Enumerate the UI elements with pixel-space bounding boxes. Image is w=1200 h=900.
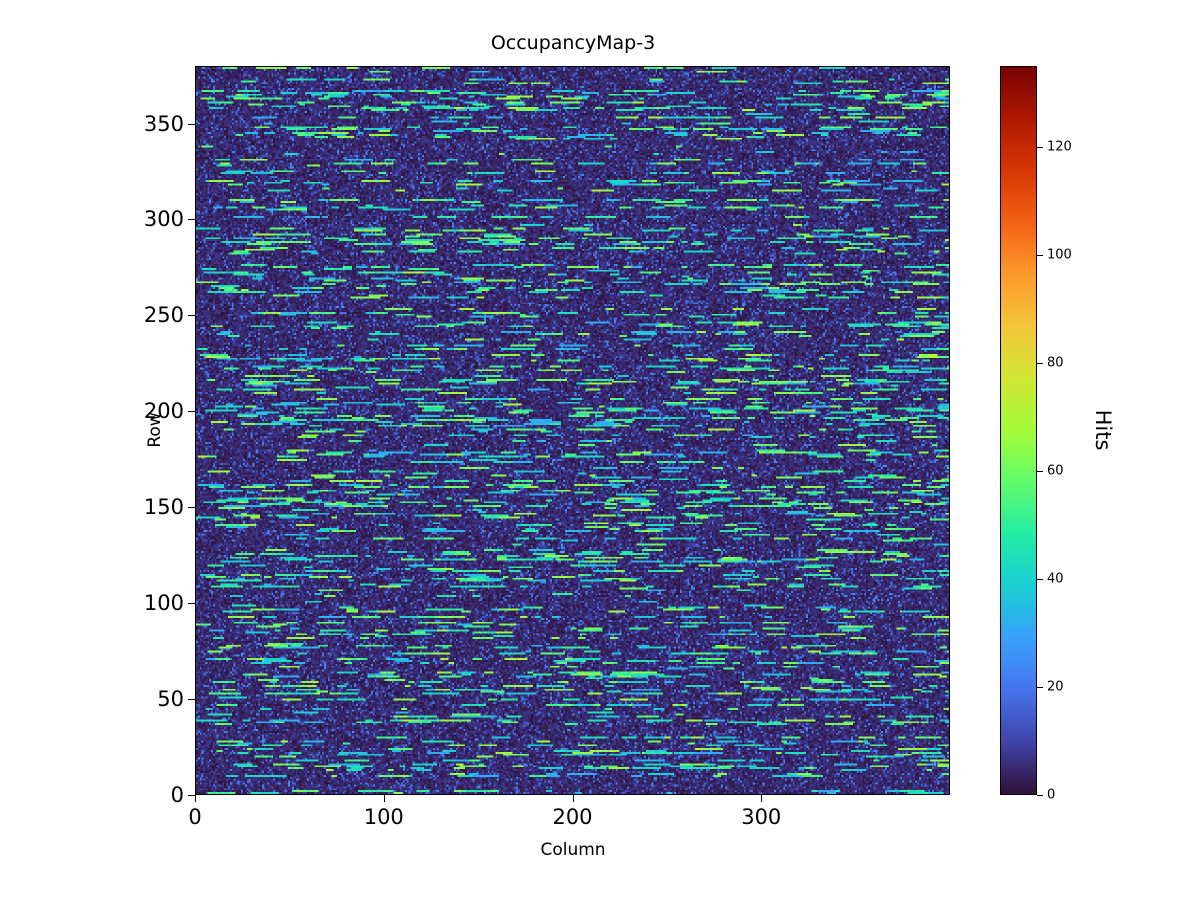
y-tick-mark (188, 315, 195, 317)
colorbar (1000, 66, 1037, 795)
x-tick-label: 300 (741, 805, 782, 829)
y-tick-label: 200 (143, 399, 184, 424)
heatmap-plot-area (195, 66, 950, 795)
colorbar-tick-label: 80 (1047, 355, 1064, 371)
heatmap-canvas (196, 67, 949, 794)
y-tick-mark (188, 603, 195, 605)
colorbar-tick-mark (1037, 471, 1043, 472)
colorbar-tick-mark (1037, 687, 1043, 688)
y-tick-mark (188, 507, 195, 509)
y-tick-mark (188, 219, 195, 221)
y-axis-label: Row (145, 412, 165, 448)
colorbar-tick-label: 40 (1047, 571, 1064, 587)
y-tick-label: 100 (143, 591, 184, 616)
x-axis-label: Column (540, 840, 606, 860)
colorbar-tick-mark (1037, 795, 1043, 796)
y-tick-label: 350 (143, 111, 184, 136)
y-tick-mark (188, 123, 195, 125)
chart-title: OccupancyMap-3 (490, 32, 656, 54)
y-tick-mark (188, 795, 195, 796)
colorbar-tick-label: 120 (1047, 139, 1072, 155)
y-tick-mark (188, 411, 195, 413)
x-tick-mark (383, 795, 385, 802)
y-tick-mark (188, 699, 195, 701)
y-tick-label: 300 (143, 207, 184, 232)
colorbar-tick-label: 60 (1047, 463, 1064, 479)
y-tick-label: 150 (143, 495, 184, 520)
x-tick-mark (761, 795, 763, 802)
x-tick-mark (195, 795, 196, 802)
x-tick-label: 0 (188, 805, 202, 829)
y-tick-label: 0 (170, 783, 184, 807)
colorbar-tick-mark (1037, 255, 1043, 256)
x-tick-mark (572, 795, 574, 802)
colorbar-tick-mark (1037, 579, 1043, 580)
colorbar-tick-mark (1037, 363, 1043, 364)
y-tick-label: 250 (143, 303, 184, 328)
colorbar-tick-label: 100 (1047, 247, 1072, 263)
x-tick-label: 200 (552, 805, 593, 829)
colorbar-tick-mark (1037, 147, 1043, 148)
y-tick-label: 50 (157, 687, 184, 712)
colorbar-tick-label: 20 (1047, 679, 1064, 695)
colorbar-label: Hits (1091, 409, 1115, 451)
x-tick-label: 100 (363, 805, 404, 829)
colorbar-tick-label: 0 (1047, 787, 1056, 803)
colorbar-canvas (1001, 67, 1036, 794)
